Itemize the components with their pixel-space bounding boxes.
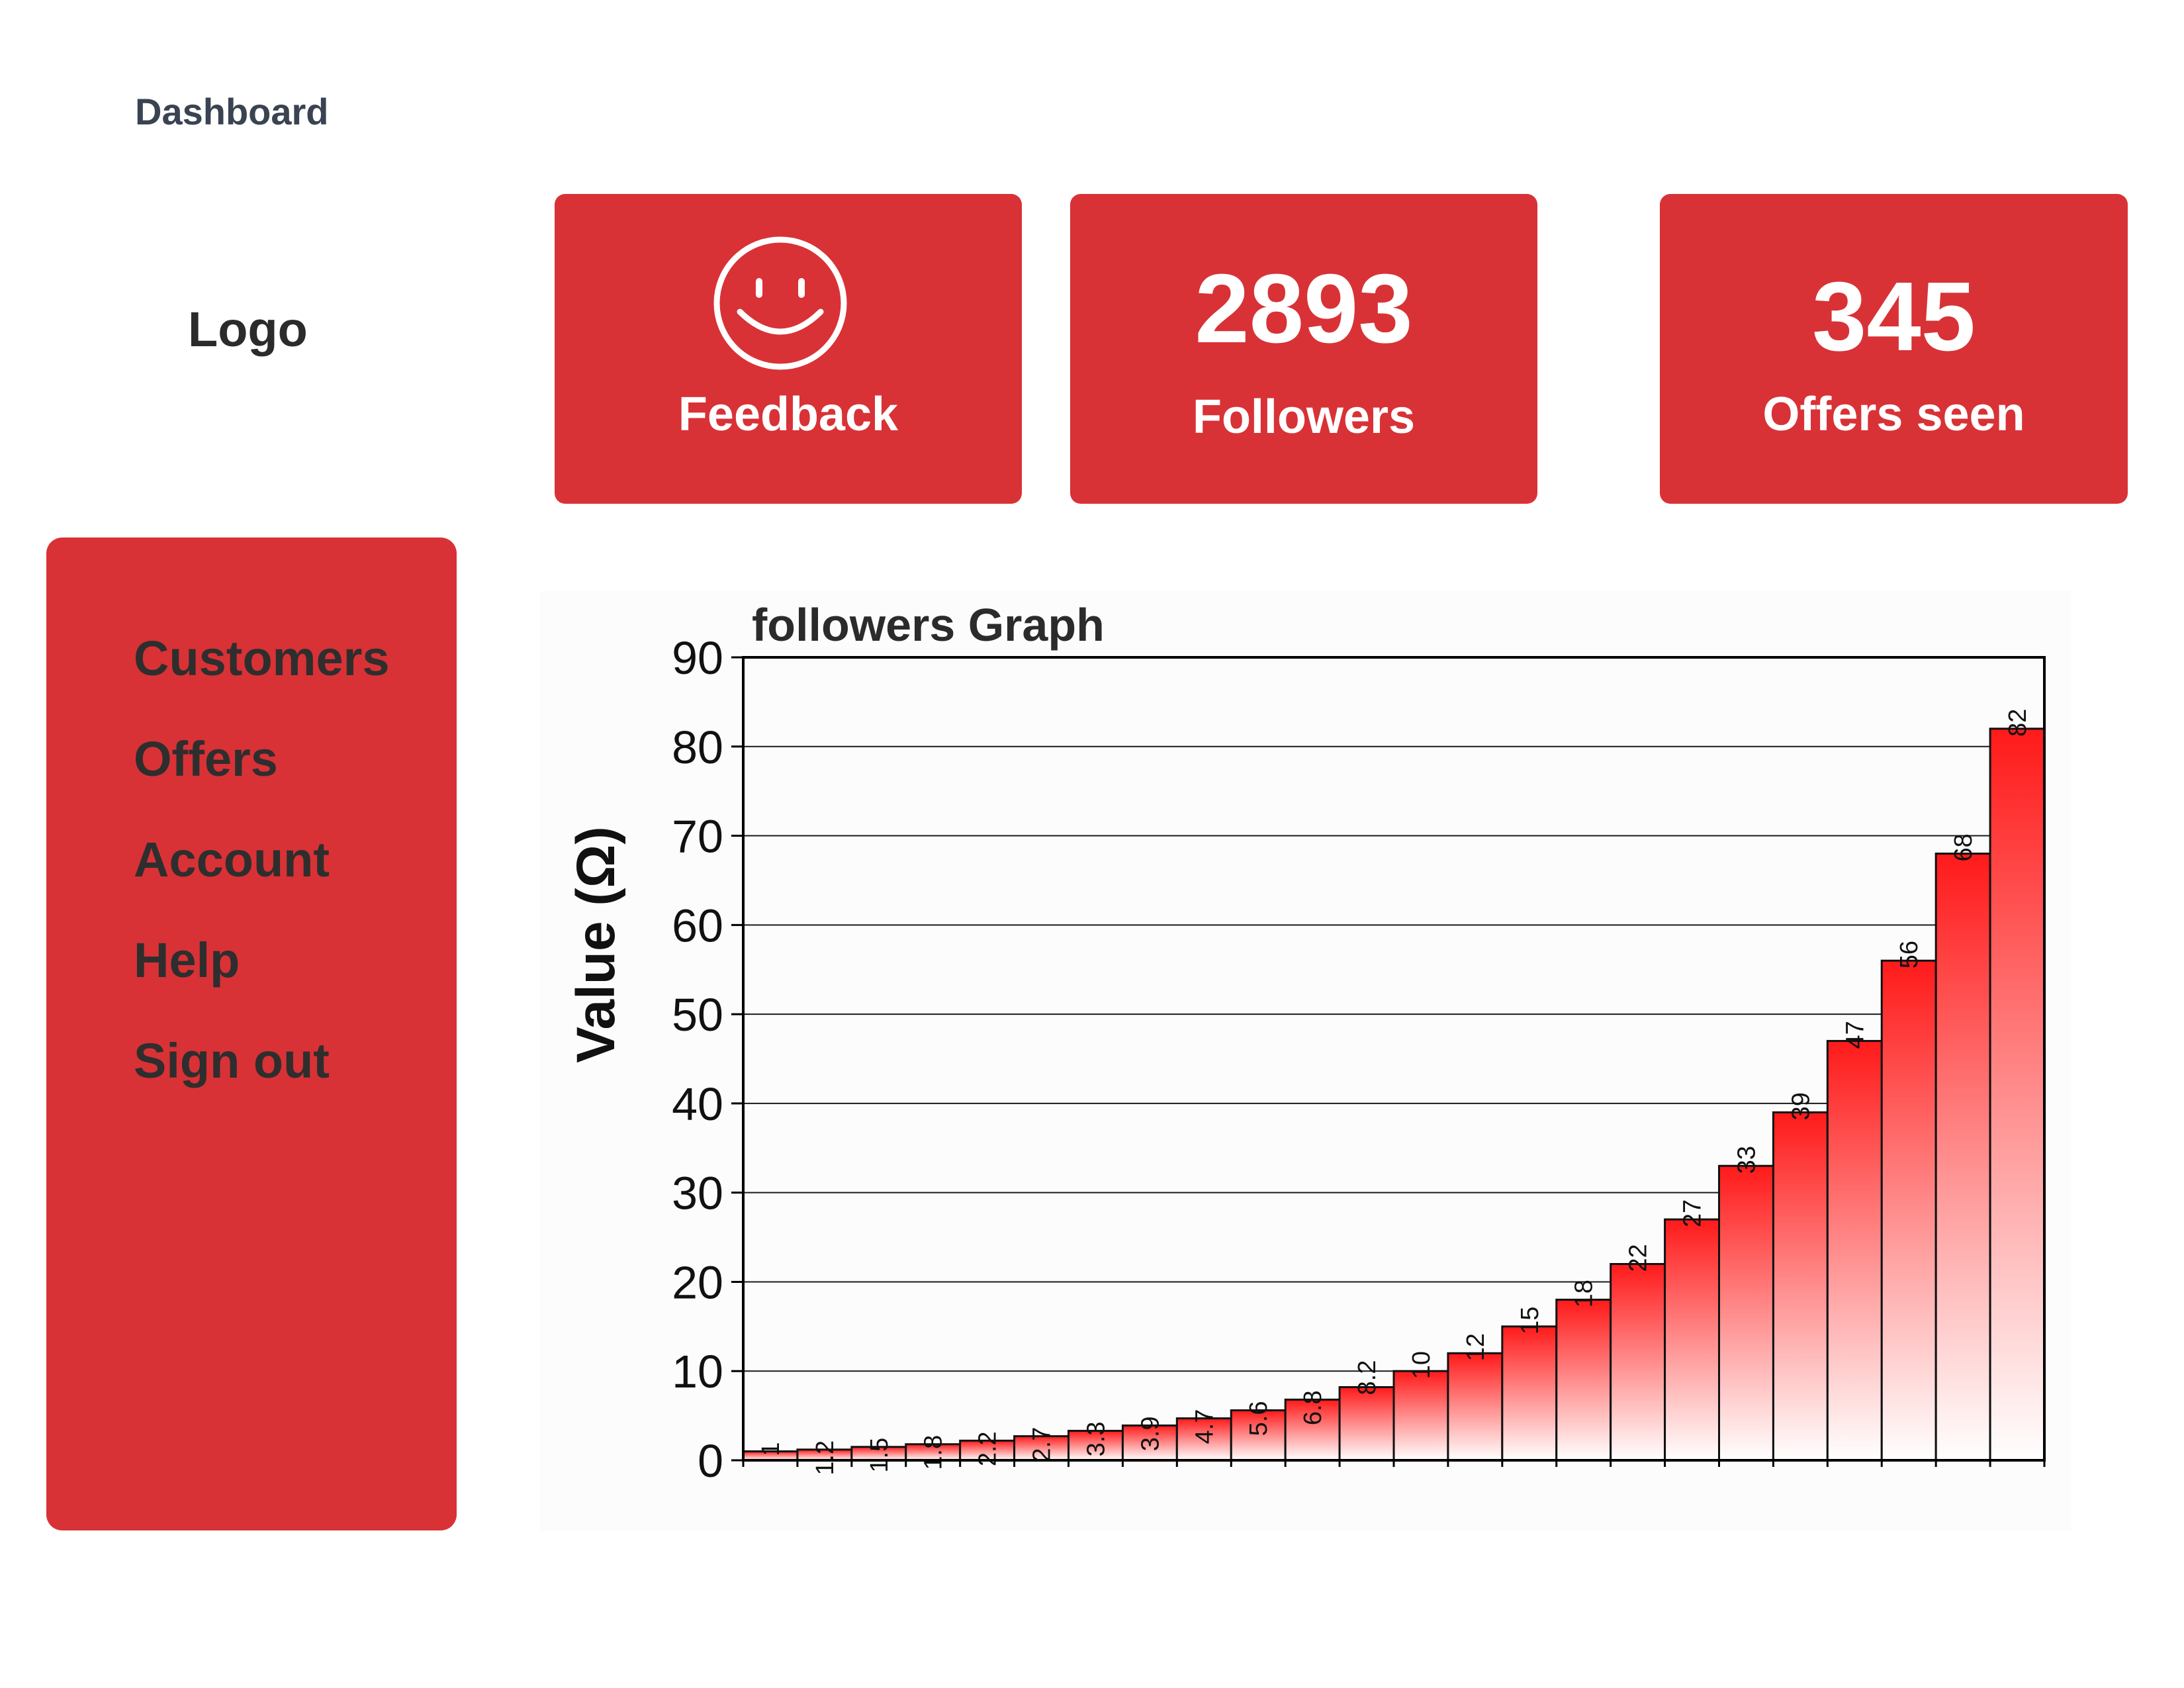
bar-value-label: 10 xyxy=(1408,1351,1435,1379)
bar xyxy=(959,1439,1016,1462)
bar-value-label: 1.5 xyxy=(866,1438,893,1473)
y-tick-label: 90 xyxy=(672,632,723,684)
bar-value-label: 3.9 xyxy=(1136,1416,1164,1451)
bar-value-label: 5.6 xyxy=(1245,1401,1273,1436)
bar xyxy=(1447,1352,1504,1462)
followers-chart-panel: followers Graph 1 1.2 1.5 1.8 2.2 2.7 3.3 3.9 4.… xyxy=(540,591,2071,1531)
offers-seen-label: Offers seen xyxy=(1762,388,2025,441)
bar-value-label: 4.7 xyxy=(1191,1409,1218,1444)
bar xyxy=(1501,1325,1558,1462)
bar-value-label: 12 xyxy=(1462,1333,1490,1361)
y-tick-label: 10 xyxy=(672,1346,723,1397)
bar xyxy=(1555,1298,1612,1462)
bar-value-label: 18 xyxy=(1570,1280,1598,1307)
bar xyxy=(1338,1385,1395,1462)
feedback-card[interactable]: Feedback xyxy=(555,194,1022,504)
bar-value-label: 82 xyxy=(2004,709,2032,737)
sidebar-item-customers[interactable]: Customers xyxy=(134,631,390,686)
chart-title: followers Graph xyxy=(752,599,1105,651)
followers-label: Followers xyxy=(1192,391,1416,444)
y-tick-label: 0 xyxy=(698,1435,723,1487)
followers-card[interactable]: 2893 Followers xyxy=(1070,194,1537,504)
y-tick-label: 50 xyxy=(672,989,723,1041)
bar xyxy=(1772,1111,1829,1462)
bar xyxy=(1610,1262,1666,1462)
bar-value-label: 1.8 xyxy=(920,1435,948,1470)
bar-value-label: 56 xyxy=(1895,941,1923,968)
bar xyxy=(1664,1218,1721,1462)
followers-chart: followers Graph 1 1.2 1.5 1.8 2.2 2.7 3.3 3.9 4.… xyxy=(566,599,2046,1487)
y-tick-label: 70 xyxy=(672,811,723,863)
plot-frame xyxy=(742,656,2046,1462)
smiley-face-icon xyxy=(713,236,847,370)
bar xyxy=(1284,1398,1341,1462)
bar-value-label: 8.2 xyxy=(1353,1360,1381,1395)
sidebar: Customers Offers Account Help Sign out xyxy=(46,538,457,1530)
bar xyxy=(1175,1417,1232,1462)
bar-value-label: 22 xyxy=(1625,1244,1653,1272)
feedback-label: Feedback xyxy=(678,388,899,441)
y-tick-label: 80 xyxy=(672,722,723,773)
y-tick-label: 20 xyxy=(672,1256,723,1308)
y-tick-label: 40 xyxy=(672,1078,723,1130)
bar-value-label: 47 xyxy=(1841,1021,1869,1049)
followers-count: 2893 xyxy=(1195,254,1413,363)
bar xyxy=(1934,853,1991,1462)
bar xyxy=(1826,1040,1883,1462)
bar-value-label: 2.7 xyxy=(1028,1427,1056,1462)
bar-value-label: 15 xyxy=(1516,1307,1544,1335)
sidebar-item-account[interactable]: Account xyxy=(134,832,330,887)
bar-value-label: 33 xyxy=(1733,1146,1760,1174)
y-tick-label: 60 xyxy=(672,900,723,951)
y-axis-label: Value (Ω) xyxy=(566,826,626,1062)
bar-value-label: 39 xyxy=(1787,1092,1815,1120)
sidebar-item-sign-out[interactable]: Sign out xyxy=(134,1033,330,1088)
bar-value-label: 6.8 xyxy=(1299,1390,1327,1425)
bar-value-label: 1 xyxy=(757,1442,785,1456)
bar xyxy=(1989,727,2046,1462)
bar-value-label: 1.2 xyxy=(811,1440,839,1476)
y-tick-label: 30 xyxy=(672,1168,723,1219)
bar-value-label: 68 xyxy=(1950,833,1978,861)
bar-value-label: 27 xyxy=(1679,1199,1707,1227)
offers-seen-count: 345 xyxy=(1812,262,1976,371)
bar xyxy=(1880,959,1937,1462)
bar xyxy=(1718,1164,1774,1462)
page-title: Dashboard xyxy=(135,91,329,132)
sidebar-item-offers[interactable]: Offers xyxy=(134,731,278,786)
bar-value-label: 3.3 xyxy=(1082,1422,1110,1457)
bar xyxy=(1392,1370,1449,1462)
sidebar-item-help[interactable]: Help xyxy=(134,933,240,988)
logo: Logo xyxy=(188,302,308,357)
offers-seen-card[interactable]: 345 Offers seen xyxy=(1660,194,2128,504)
